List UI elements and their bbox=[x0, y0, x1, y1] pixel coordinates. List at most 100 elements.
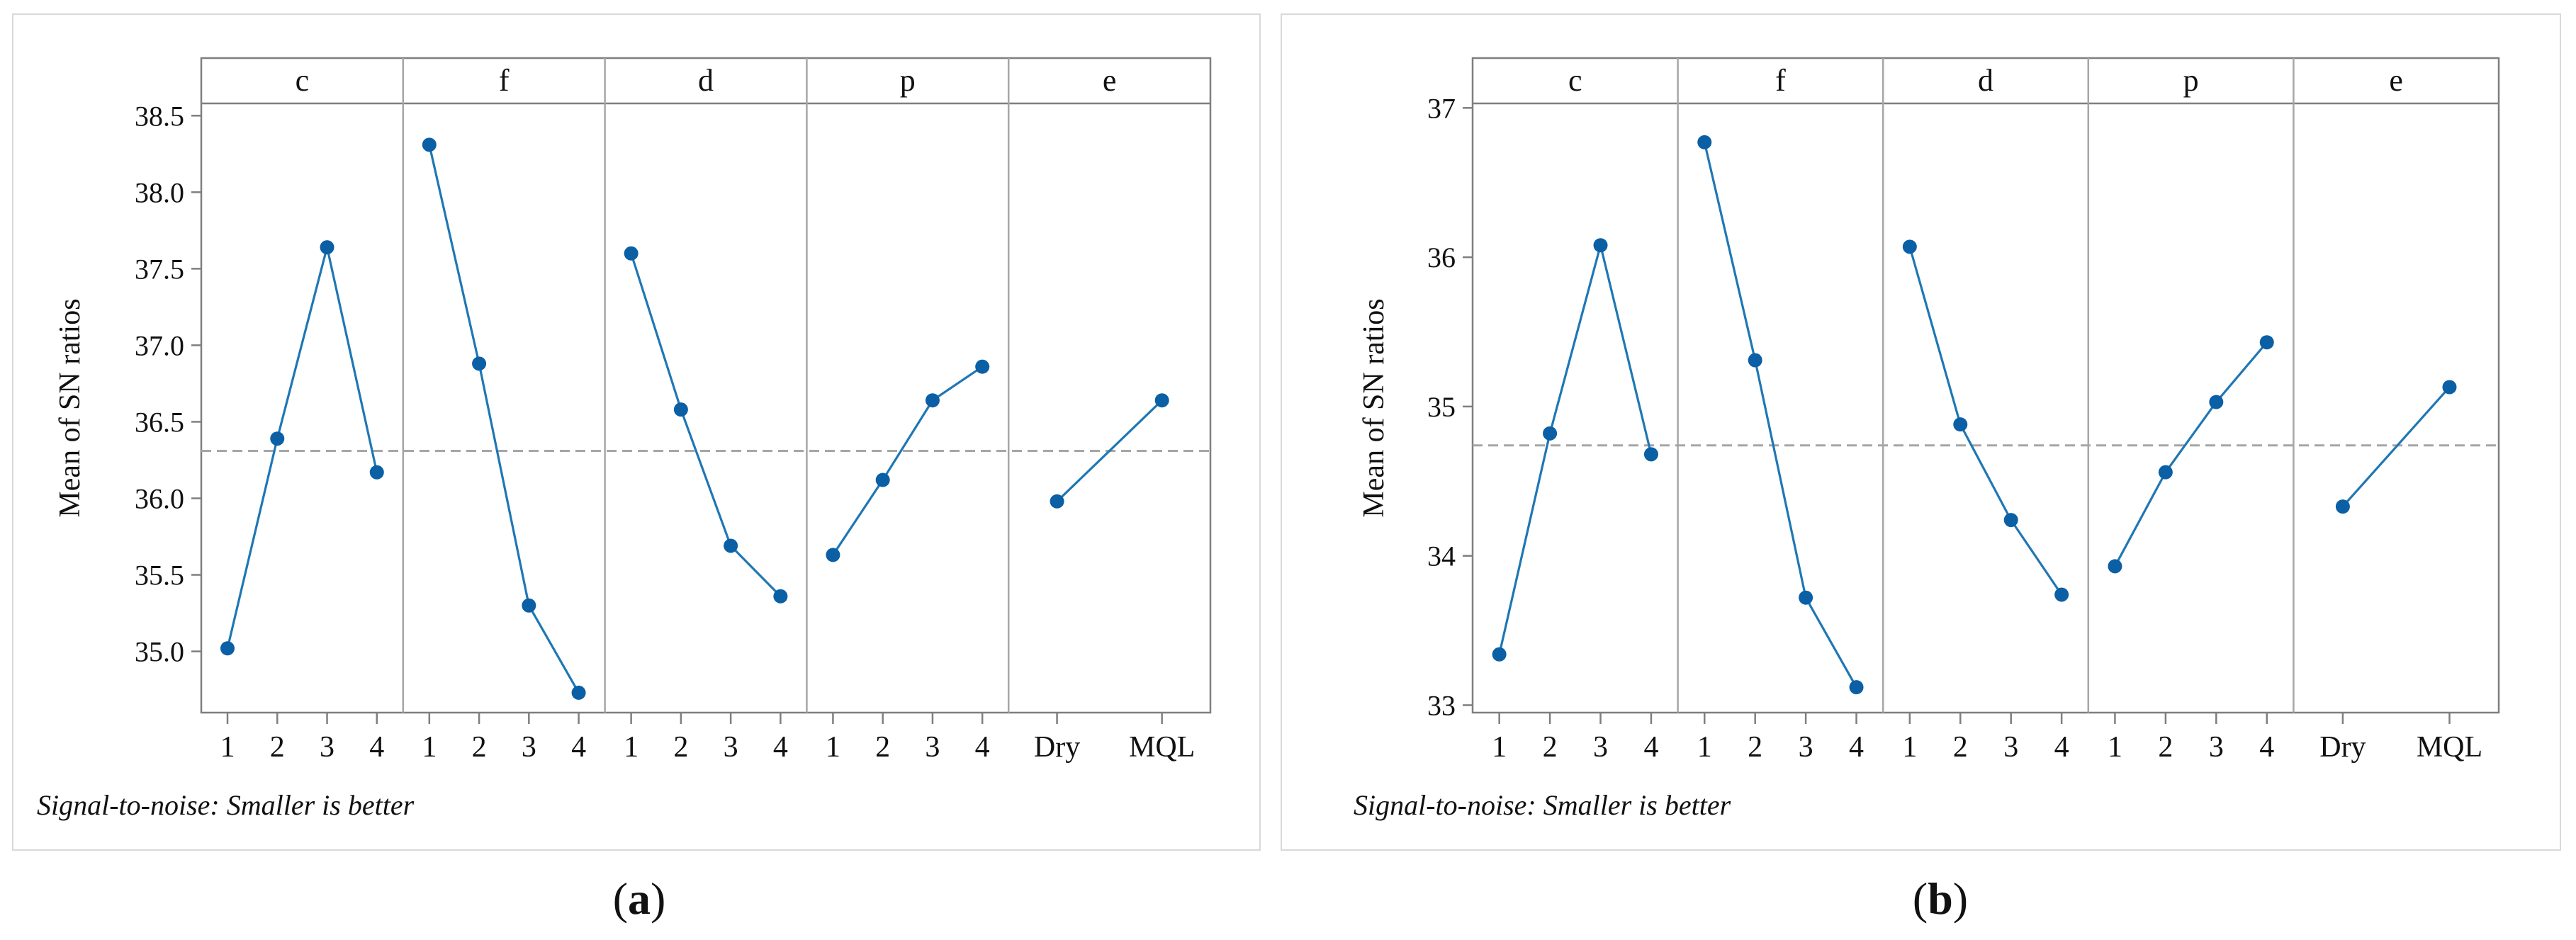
panel-header-p: p bbox=[900, 63, 916, 98]
x-tick-label: 4 bbox=[571, 731, 586, 764]
x-tick-label: 2 bbox=[673, 731, 688, 764]
y-tick-label: 38.0 bbox=[135, 176, 184, 208]
x-tick-label: 3 bbox=[320, 731, 334, 764]
x-tick-label: 2 bbox=[1748, 731, 1762, 764]
x-tick-label: 4 bbox=[2259, 731, 2274, 764]
data-point-d-1 bbox=[624, 246, 639, 261]
data-point-f-3 bbox=[522, 598, 536, 613]
y-tick-label: 34 bbox=[1427, 540, 1456, 572]
y-axis-label: Mean of SN ratios bbox=[54, 298, 86, 517]
data-point-p-4 bbox=[2259, 335, 2274, 350]
plot-border bbox=[1471, 57, 2500, 714]
data-point-c-4 bbox=[369, 465, 384, 480]
data-point-p-2 bbox=[875, 472, 890, 487]
x-tick-label: 4 bbox=[1643, 731, 1658, 764]
data-point-f-2 bbox=[1748, 353, 1762, 368]
y-tick-label: 36 bbox=[1427, 242, 1456, 273]
x-tick-label: 4 bbox=[1849, 731, 1864, 764]
x-tick-label: 3 bbox=[2003, 731, 2018, 764]
panel-header-p: p bbox=[2183, 63, 2199, 98]
x-tick-label: 3 bbox=[2209, 731, 2224, 764]
y-tick-label: 38.5 bbox=[135, 100, 184, 132]
data-point-f-2 bbox=[472, 356, 487, 371]
x-tick-label: 2 bbox=[1543, 731, 1558, 764]
data-point-p-4 bbox=[975, 359, 990, 374]
x-tick-label: 1 bbox=[2108, 731, 2122, 764]
y-tick-label: 36.5 bbox=[135, 406, 184, 438]
panel-header-d: d bbox=[698, 63, 714, 98]
data-point-c-3 bbox=[1593, 238, 1608, 253]
x-tick-label: 3 bbox=[1593, 731, 1608, 764]
data-point-d-4 bbox=[2054, 587, 2069, 602]
series-line-p bbox=[2114, 341, 2268, 567]
x-tick-label: 1 bbox=[624, 731, 639, 764]
x-tick-label: 2 bbox=[2158, 731, 2173, 764]
x-tick-label: MQL bbox=[2417, 731, 2482, 764]
data-point-c-1 bbox=[220, 641, 235, 656]
series-line-d bbox=[1908, 246, 2063, 596]
series-line-d bbox=[630, 253, 782, 597]
series-line-f bbox=[428, 144, 580, 693]
data-point-e-MQL bbox=[1154, 393, 1169, 408]
data-point-f-3 bbox=[1799, 590, 1813, 605]
data-point-p-3 bbox=[925, 393, 940, 408]
series-line-e bbox=[1056, 400, 1163, 502]
data-point-f-4 bbox=[571, 685, 586, 700]
y-tick-label: 35.5 bbox=[135, 560, 184, 591]
data-point-d-3 bbox=[724, 538, 738, 553]
data-point-f-1 bbox=[1697, 135, 1712, 149]
x-tick-label: 4 bbox=[773, 731, 788, 764]
y-tick-label: 37 bbox=[1427, 92, 1456, 124]
caption-a: (a) bbox=[613, 873, 666, 924]
data-point-f-4 bbox=[1849, 680, 1864, 695]
y-tick-label: 35 bbox=[1427, 391, 1456, 423]
x-tick-label: 4 bbox=[975, 731, 990, 764]
panel-header-e: e bbox=[1103, 63, 1117, 98]
x-tick-label: 2 bbox=[875, 731, 890, 764]
y-tick-label: 37.5 bbox=[135, 253, 184, 285]
series-line-f bbox=[1703, 142, 1857, 688]
x-tick-label: 1 bbox=[826, 731, 840, 764]
data-point-p-1 bbox=[2108, 559, 2122, 574]
x-tick-label: 4 bbox=[369, 731, 384, 764]
x-tick-label: Dry bbox=[2319, 731, 2366, 764]
x-tick-label: 2 bbox=[1953, 731, 1968, 764]
x-tick-label: 2 bbox=[270, 731, 285, 764]
panel-header-f: f bbox=[1775, 63, 1786, 98]
data-point-p-2 bbox=[2158, 465, 2173, 480]
x-tick-label: 4 bbox=[2054, 731, 2069, 764]
chart-frame bbox=[12, 13, 1261, 851]
data-point-c-1 bbox=[1492, 647, 1507, 662]
chart-frame bbox=[1281, 13, 2561, 851]
x-tick-label: 3 bbox=[522, 731, 536, 764]
data-point-p-1 bbox=[826, 548, 840, 562]
chart-a: 35.0 35.5 36.0 36.5 37.0 37.5 38.0 38.5 Mean of … bbox=[12, 13, 1261, 851]
panel-header-d: d bbox=[1978, 63, 1993, 98]
caption-b: (b) bbox=[1913, 873, 1968, 924]
x-tick-label: MQL bbox=[1129, 731, 1195, 764]
data-point-c-3 bbox=[320, 240, 334, 255]
panel-header-e: e bbox=[2389, 63, 2403, 98]
y-axis-label: Mean of SN ratios bbox=[1358, 298, 1390, 517]
plot-border bbox=[200, 57, 1212, 714]
data-point-p-3 bbox=[2209, 395, 2224, 409]
x-tick-label: 3 bbox=[1799, 731, 1813, 764]
data-point-c-2 bbox=[270, 431, 285, 446]
data-point-d-4 bbox=[773, 589, 788, 604]
footnote: Signal-to-noise: Smaller is better bbox=[37, 789, 415, 821]
data-point-c-4 bbox=[1643, 447, 1658, 462]
footnote: Signal-to-noise: Smaller is better bbox=[1354, 789, 1731, 821]
data-point-d-2 bbox=[1953, 417, 1968, 432]
data-point-e-Dry bbox=[2335, 499, 2350, 514]
x-tick-label: 1 bbox=[1492, 731, 1507, 764]
data-point-d-1 bbox=[1902, 239, 1917, 254]
series-line-c bbox=[1498, 244, 1653, 655]
series-line-p bbox=[832, 366, 984, 556]
y-tick-label: 36.0 bbox=[135, 482, 184, 514]
data-point-c-2 bbox=[1543, 426, 1558, 441]
y-tick-label: 37.0 bbox=[135, 329, 184, 361]
data-point-e-Dry bbox=[1050, 494, 1064, 509]
data-point-d-2 bbox=[673, 402, 688, 417]
data-point-f-1 bbox=[422, 137, 437, 152]
